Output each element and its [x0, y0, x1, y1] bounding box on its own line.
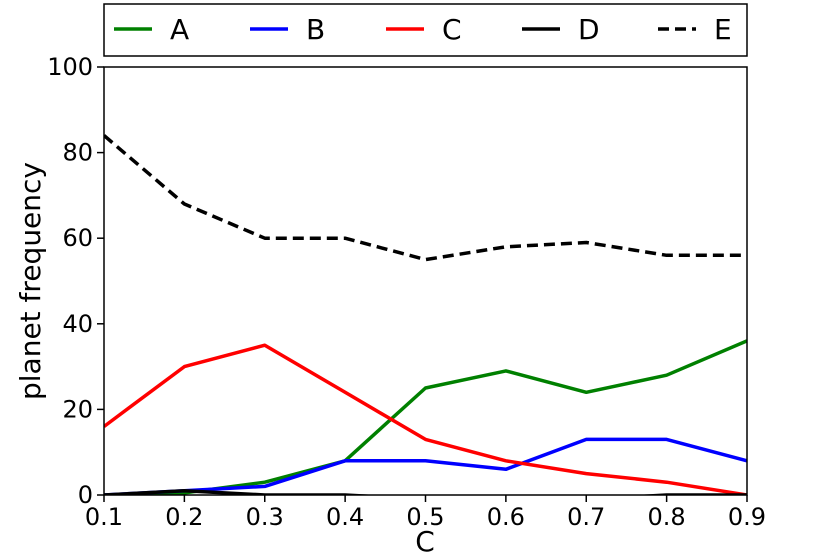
y-tick-label: 0 [78, 481, 93, 509]
x-tick-label: 0.5 [406, 503, 444, 531]
y-axis-label: planet frequency [14, 162, 47, 400]
x-tick-label: 0.4 [326, 503, 364, 531]
y-tick-label: 60 [62, 224, 93, 252]
y-tick-label: 20 [62, 395, 93, 423]
series-line-d [104, 488, 747, 495]
x-tick-label: 0.9 [728, 503, 766, 531]
legend: A B C D E [103, 3, 748, 57]
plot-frame [103, 66, 748, 496]
x-tick-label: 0.3 [246, 503, 284, 531]
y-axis: 0 20 40 60 80 100 [47, 53, 104, 509]
x-axis: 0.1 0.2 0.3 0.4 0.5 0.6 0.7 0.8 0.9 [85, 495, 766, 531]
legend-frame [103, 3, 748, 57]
x-tick-label: 0.1 [85, 503, 123, 531]
legend-label-c: C [442, 13, 462, 46]
x-tick-label: 0.8 [648, 503, 686, 531]
x-tick-label: 0.2 [165, 503, 203, 531]
x-tick-label: 0.7 [567, 503, 605, 531]
y-tick-label: 80 [62, 139, 93, 167]
legend-label-e: E [714, 13, 732, 46]
series-line-e [104, 134, 747, 262]
series-line-b [104, 437, 747, 495]
x-axis-label: C [415, 525, 435, 556]
legend-label-d: D [578, 13, 600, 46]
legend-label-b: B [306, 13, 325, 46]
y-tick-label: 40 [62, 310, 93, 338]
x-tick-label: 0.6 [487, 503, 525, 531]
y-tick-label: 100 [47, 53, 93, 81]
legend-label-a: A [170, 13, 189, 46]
series-line-c [104, 343, 747, 495]
